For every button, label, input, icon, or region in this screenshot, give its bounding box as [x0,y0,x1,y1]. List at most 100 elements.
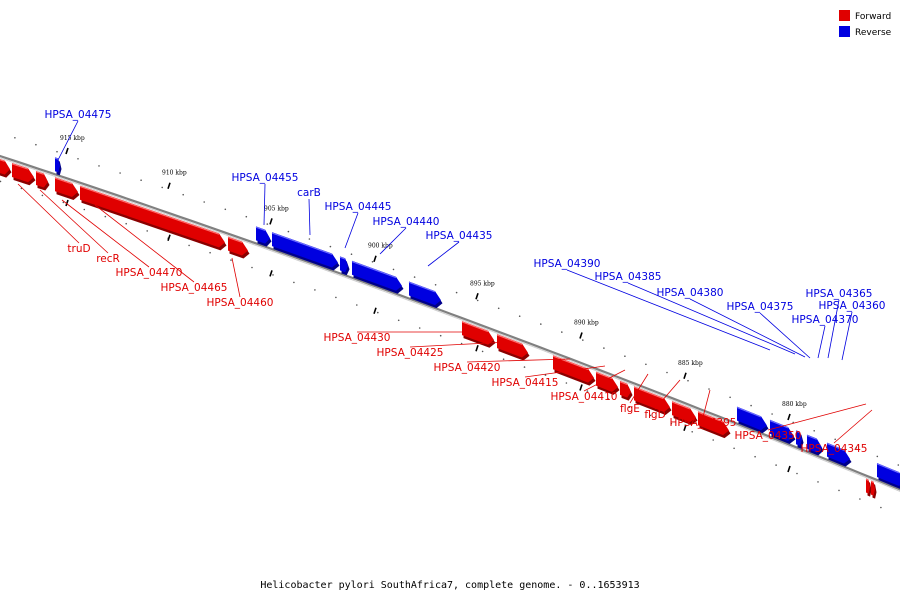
gene-arrow-highlight [826,442,845,451]
legend-forward-swatch [839,10,850,21]
gene-arrow-body [698,411,729,436]
gene-label: HPSA_04345 [801,443,868,455]
minor-tick-dot [523,366,526,368]
major-tick-upper [373,255,377,262]
minor-tick-dot [98,165,100,167]
leader-line [263,183,266,226]
minor-tick-dot [813,430,815,432]
gene-label: truD [67,243,90,255]
gene-arrow-truD [11,162,36,186]
legend-forward-label: Forward [855,12,891,22]
minor-tick-dot [624,355,626,358]
gene-arrow-highlight [806,434,817,440]
gene-label: HPSA_04375 [727,301,794,313]
gene-arrow-body [409,281,441,306]
minor-tick-dot [356,304,358,306]
minor-tick-dot [182,193,184,196]
minor-tick-dot [838,489,840,492]
minor-tick-dot [880,506,882,509]
minor-tick-dot [439,334,442,337]
gene-arrow-HPSA_04350 [865,478,872,497]
gene-arrow-highlight [79,185,220,235]
leader-line [17,183,80,244]
minor-tick-dot [62,201,65,204]
leader-line [841,311,853,361]
gene-arrow-HPSA_04415 [595,371,620,395]
minor-tick-dot [796,472,798,475]
minor-tick-dot [125,222,127,225]
minor-tick-dot [729,396,731,399]
gene-arrow-body [497,334,528,358]
major-tick-lower [579,384,583,391]
gene-arrow-highlight [736,406,762,418]
major-tick-upper [787,413,791,421]
gene-arrow-body [634,386,670,412]
gene-arrow-f0 [0,159,12,178]
leader-line [308,198,311,236]
minor-tick-dot [817,481,819,483]
scale-tick-label: 915 kbp [60,135,85,142]
gene-arrow-highlight [0,159,5,162]
major-tick-upper [579,332,583,339]
leader-line [627,282,796,355]
leader-line [702,389,711,418]
leader-line [629,373,649,404]
gene-arrow-HPSA_04390 [736,406,769,434]
gene-arrow-body [871,480,875,496]
gene-label: HPSA_04455 [232,172,299,184]
gene-arrow-highlight [671,401,691,410]
minor-tick-dot [750,404,752,407]
minor-tick-dot [733,447,735,450]
gene-arrow-body [596,371,618,392]
gene-arrow-body [866,478,870,494]
scale-tick-label: 890 kbp [574,320,599,327]
minor-tick-dot [708,388,710,390]
minor-tick-dot [392,268,395,271]
genome-backbone [0,154,900,492]
minor-tick-dot [460,342,463,345]
gene-arrow-carB [271,232,340,271]
minor-tick-dot [230,259,232,261]
major-tick-lower [269,270,273,277]
gene-arrow-highlight [255,226,266,232]
minor-tick-dot [859,498,861,500]
scale-tick-label: 895 kbp [470,280,495,287]
minor-tick-dot [649,414,652,417]
minor-tick-dot [502,358,505,361]
gene-label: HPSA_04365 [806,288,873,300]
minor-tick-dot [607,398,610,400]
gene-arrow-body [272,232,338,268]
minor-tick-dot [497,307,500,310]
gene-blocks [0,157,900,499]
minor-tick-dot [335,296,337,299]
gene-arrow-highlight [496,334,523,345]
gene-arrow-highlight [697,411,724,423]
minor-tick-dot [897,464,900,466]
gene-arrow-HPSA_04360 [876,463,900,489]
gene-label: HPSA_04360 [819,300,886,312]
gene-arrow-body [55,177,78,197]
leader-line [39,189,109,254]
minor-tick-dot [35,143,37,146]
gene-arrow-body [36,170,48,188]
gene-arrow-HPSA_04475 [54,157,62,176]
minor-tick-dot [855,447,858,449]
gene-arrow-highlight [876,463,900,474]
minor-tick-dot [371,261,374,263]
leader-line [57,120,79,161]
gene-arrow-body [877,463,900,487]
minor-tick-dot [0,180,2,183]
gene-arrow-body [672,401,696,423]
minor-tick-dot [56,150,58,153]
gene-arrow-HPSA_04395 [697,411,731,439]
minor-tick-dot [350,253,353,255]
major-tick-lower [683,424,687,432]
gene-arrow-highlight [552,355,589,370]
gene-arrow-HPSA_04440 [351,260,404,294]
gene-label: HPSA_04380 [657,287,724,299]
gene-arrow-body [80,185,225,248]
gene-arrow-HPSA_04420 [552,355,596,386]
minor-tick-dot [603,347,605,349]
scale-tick-label: 900 kbp [368,243,393,250]
